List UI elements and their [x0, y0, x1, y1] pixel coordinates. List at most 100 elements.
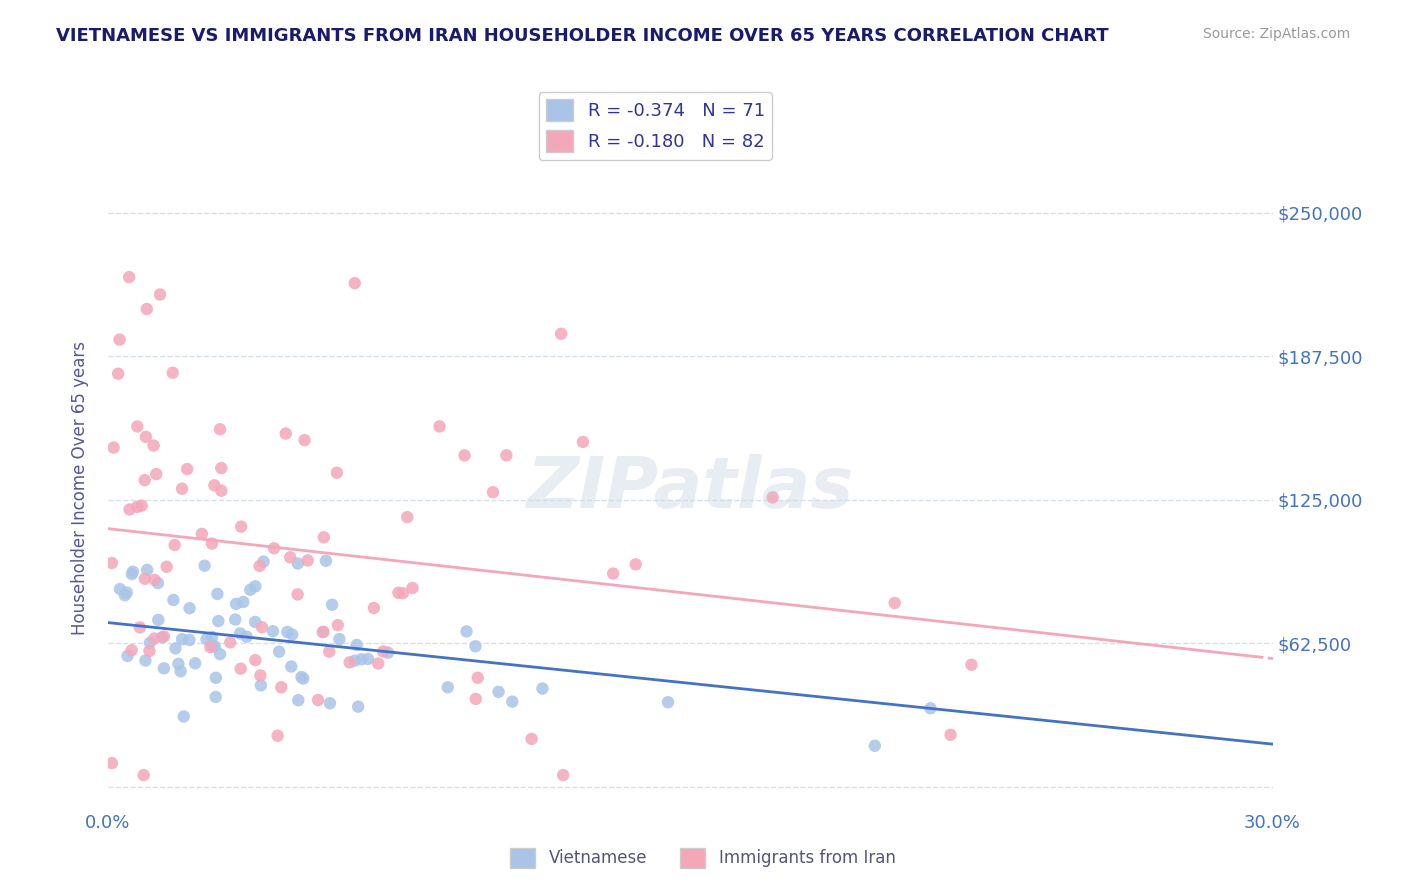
Point — [531, 681, 554, 696]
Point — [339, 655, 361, 669]
Point — [321, 598, 343, 612]
Point — [346, 638, 368, 652]
Point — [108, 333, 131, 347]
Point — [225, 597, 247, 611]
Point — [602, 566, 624, 581]
Point — [205, 671, 228, 685]
Point — [319, 696, 342, 710]
Point — [162, 593, 184, 607]
Point — [134, 572, 156, 586]
Point — [347, 699, 370, 714]
Point — [939, 728, 962, 742]
Point — [239, 582, 262, 597]
Point — [262, 624, 284, 639]
Point — [762, 491, 785, 505]
Point — [135, 301, 157, 316]
Legend: Vietnamese, Immigrants from Iran: Vietnamese, Immigrants from Iran — [503, 841, 903, 875]
Point — [101, 556, 124, 570]
Point — [131, 499, 153, 513]
Point — [287, 693, 309, 707]
Point — [143, 573, 166, 587]
Point — [142, 439, 165, 453]
Point — [281, 627, 304, 641]
Point — [249, 559, 271, 574]
Point — [436, 681, 458, 695]
Point — [269, 645, 291, 659]
Point — [114, 588, 136, 602]
Point — [170, 482, 193, 496]
Point — [121, 643, 143, 657]
Point — [153, 661, 176, 675]
Point — [229, 626, 252, 640]
Y-axis label: Householder Income Over 65 years: Householder Income Over 65 years — [72, 341, 89, 635]
Point — [135, 430, 157, 444]
Point — [328, 632, 350, 646]
Point — [276, 624, 298, 639]
Point — [117, 648, 139, 663]
Point — [207, 587, 229, 601]
Point — [204, 640, 226, 654]
Point — [219, 635, 242, 649]
Point — [201, 640, 224, 654]
Point — [153, 630, 176, 644]
Point — [883, 596, 905, 610]
Point — [176, 462, 198, 476]
Point — [453, 449, 475, 463]
Point — [127, 500, 149, 514]
Point — [343, 276, 366, 290]
Point — [173, 709, 195, 723]
Point — [191, 526, 214, 541]
Point — [553, 768, 575, 782]
Point — [501, 695, 523, 709]
Point — [550, 326, 572, 341]
Point — [136, 563, 159, 577]
Point — [520, 731, 543, 746]
Point — [118, 270, 141, 285]
Point — [204, 690, 226, 704]
Point — [292, 672, 315, 686]
Point — [179, 632, 201, 647]
Point — [363, 601, 385, 615]
Point — [127, 419, 149, 434]
Point — [150, 630, 173, 644]
Point — [179, 601, 201, 615]
Point — [326, 466, 349, 480]
Point — [156, 559, 179, 574]
Point — [278, 550, 301, 565]
Point — [297, 553, 319, 567]
Point — [280, 659, 302, 673]
Point — [392, 586, 415, 600]
Point — [429, 419, 451, 434]
Point — [467, 671, 489, 685]
Point — [245, 579, 267, 593]
Point — [488, 685, 510, 699]
Point — [401, 581, 423, 595]
Point — [134, 473, 156, 487]
Point — [263, 541, 285, 556]
Point — [377, 646, 399, 660]
Point — [149, 287, 172, 301]
Point — [195, 632, 218, 647]
Point — [194, 558, 217, 573]
Point — [456, 624, 478, 639]
Point — [224, 612, 246, 626]
Point — [657, 695, 679, 709]
Point — [201, 630, 224, 644]
Text: ZIPatlas: ZIPatlas — [527, 453, 853, 523]
Point — [312, 625, 335, 640]
Point — [208, 647, 231, 661]
Point — [307, 693, 329, 707]
Point — [252, 555, 274, 569]
Point — [318, 645, 340, 659]
Point — [294, 433, 316, 447]
Point — [209, 483, 232, 498]
Point — [201, 536, 224, 550]
Point — [250, 678, 273, 692]
Point — [146, 576, 169, 591]
Point — [287, 587, 309, 601]
Point — [101, 756, 124, 770]
Point — [274, 426, 297, 441]
Point — [165, 641, 187, 656]
Point — [103, 441, 125, 455]
Point — [132, 768, 155, 782]
